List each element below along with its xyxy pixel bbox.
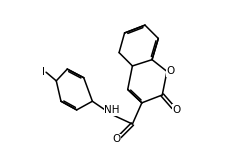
Text: O: O (112, 134, 121, 144)
Text: I: I (42, 67, 45, 77)
Text: NH: NH (104, 105, 120, 115)
Text: O: O (173, 105, 181, 115)
Text: O: O (166, 66, 175, 76)
